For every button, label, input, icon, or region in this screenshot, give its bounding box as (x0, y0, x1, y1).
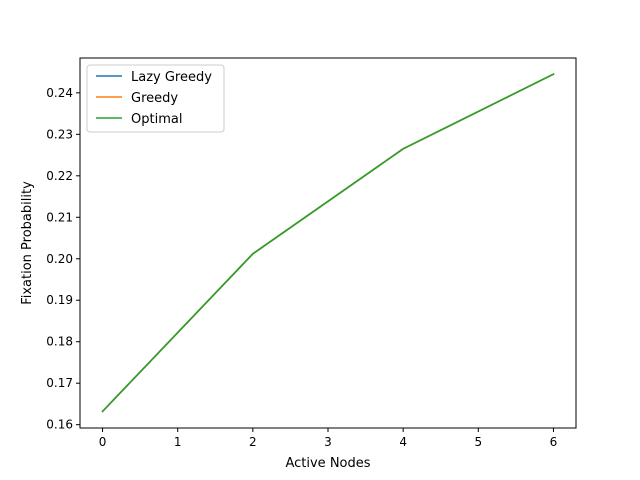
x-tick-label: 1 (174, 435, 182, 449)
x-tick-label: 6 (550, 435, 558, 449)
y-axis-label: Fixation Probability (20, 181, 35, 305)
legend-label: Greedy (131, 91, 178, 106)
y-tick-label: 0.22 (46, 169, 73, 183)
y-tick-label: 0.18 (46, 335, 73, 349)
x-axis-label: Active Nodes (285, 456, 370, 471)
x-tick-label: 2 (249, 435, 257, 449)
x-tick-label: 4 (399, 435, 407, 449)
legend-label: Optimal (131, 112, 182, 127)
x-tick-label: 0 (99, 435, 107, 449)
y-tick-label: 0.17 (46, 376, 73, 390)
y-tick-label: 0.20 (46, 252, 73, 266)
series-line-optimal (101, 73, 555, 413)
y-axis-ticks: 0.16 0.17 0.18 0.19 0.20 0.21 0.22 0.23 0.24 (46, 86, 80, 432)
x-axis-ticks: 0 1 2 3 4 5 6 (99, 428, 558, 449)
y-tick-label: 0.23 (46, 127, 73, 141)
y-tick-label: 0.16 (46, 418, 73, 432)
legend-box (86, 64, 225, 133)
y-tick-label: 0.19 (46, 293, 73, 307)
x-tick-label: 3 (324, 435, 332, 449)
legend: Lazy Greedy Greedy Optimal (86, 64, 225, 133)
legend-label: Lazy Greedy (131, 70, 212, 85)
y-tick-label: 0.24 (46, 86, 73, 100)
series-lines (101, 73, 555, 413)
x-tick-label: 5 (474, 435, 482, 449)
y-tick-label: 0.21 (46, 210, 73, 224)
